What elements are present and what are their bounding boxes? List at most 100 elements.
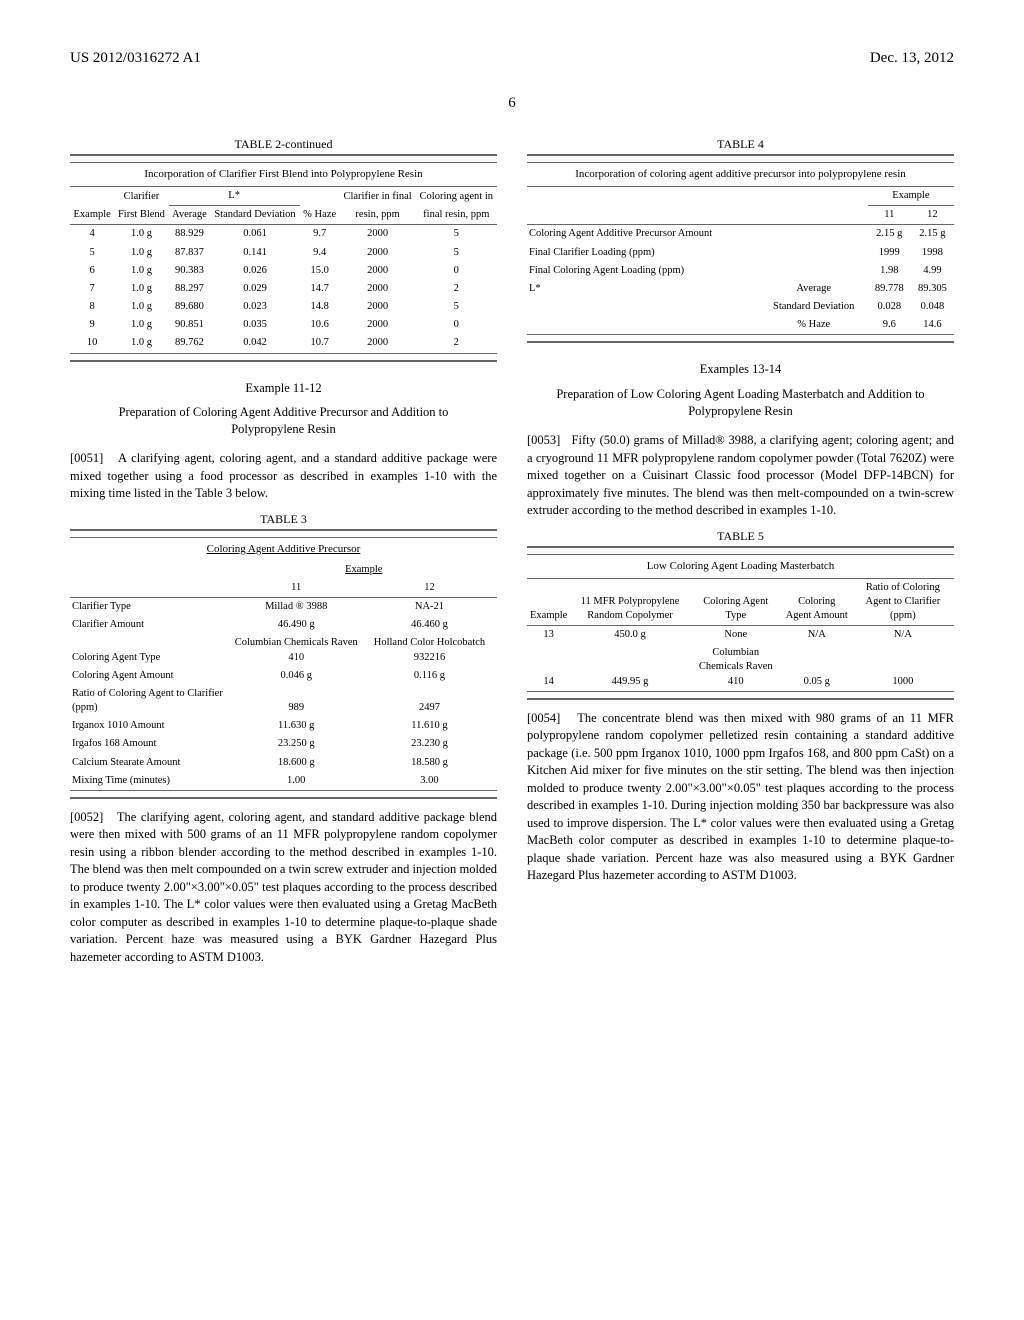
table-cell: 450.0 g [570, 626, 689, 645]
t3-h-example: Example [231, 561, 497, 579]
pnum-0054: [0054] [527, 711, 560, 725]
table-cell: 9 [70, 316, 114, 334]
ptxt-0051: A clarifying agent, coloring agent, and … [70, 451, 497, 500]
ptxt-0053: Fifty (50.0) grams of Millad® 3988, a cl… [527, 433, 954, 517]
t4-h-11: 11 [868, 206, 911, 225]
table-cell: 14.8 [300, 298, 340, 316]
page-header: US 2012/0316272 A1 Dec. 13, 2012 [70, 50, 954, 67]
table-cell: 9.4 [300, 244, 340, 262]
table-row: 13450.0 gNoneN/AN/A [527, 626, 954, 645]
ex13-14-title: Examples 13-14 [527, 361, 954, 378]
table-cell: Clarifier Amount [70, 616, 231, 634]
para-0053: [0053] Fifty (50.0) grams of Millad® 398… [527, 432, 954, 520]
doc-date: Dec. 13, 2012 [870, 50, 954, 67]
table-cell: 5 [416, 298, 497, 316]
table-cell: NA-21 [362, 598, 497, 617]
table-cell: 9.6 [868, 316, 911, 334]
table-row: Calcium Stearate Amount18.600 g18.580 g [70, 754, 497, 772]
table-cell: 23.230 g [362, 735, 497, 753]
table3-subtitle: Coloring Agent Additive Precursor [70, 538, 497, 561]
ex11-12-subtitle: Preparation of Coloring Agent Additive P… [90, 404, 477, 438]
ptxt-0054: The concentrate blend was then mixed wit… [527, 711, 954, 883]
table-row: Coloring Agent TypeColumbian Chemicals R… [70, 634, 497, 666]
table-cell: 1.0 g [114, 280, 168, 298]
ptxt-0052: The clarifying agent, coloring agent, an… [70, 810, 497, 964]
table-row: 71.0 g88.2970.02914.720002 [70, 280, 497, 298]
t3-h-11: 11 [231, 579, 362, 598]
table-cell: 15.0 [300, 262, 340, 280]
table-cell: Coloring Agent Type [70, 634, 231, 666]
table-row: 81.0 g89.6800.02314.820005 [70, 298, 497, 316]
table-cell: 0.042 [210, 334, 299, 352]
table-cell: 1.0 g [114, 316, 168, 334]
t2-h-example: Example [70, 206, 114, 225]
table-row: % Haze9.614.6 [527, 316, 954, 334]
table-cell: 3.00 [362, 772, 497, 790]
table-cell [760, 225, 868, 244]
table-cell: 2000 [340, 298, 416, 316]
table-cell: Clarifier Type [70, 598, 231, 617]
table-cell: Columbian Chemicals Raven 410 [690, 644, 782, 691]
table-cell: 1999 [868, 244, 911, 262]
page-number: 6 [70, 95, 954, 112]
table-cell: 10.7 [300, 334, 340, 352]
table2-caption: TABLE 2-continued [70, 136, 497, 152]
table5-caption: TABLE 5 [527, 528, 954, 544]
table-cell: 1.0 g [114, 244, 168, 262]
table-row: Irganox 1010 Amount11.630 g11.610 g [70, 717, 497, 735]
table-cell: 13 [527, 626, 570, 645]
table-cell: L* [527, 280, 760, 298]
para-0052: [0052] The clarifying agent, coloring ag… [70, 809, 497, 967]
table-cell: 89.680 [169, 298, 211, 316]
table-cell: Standard Deviation [760, 298, 868, 316]
para-0051: [0051] A clarifying agent, coloring agen… [70, 450, 497, 503]
table-cell: 1.0 g [114, 262, 168, 280]
table-cell: 5 [70, 244, 114, 262]
table-cell: 10 [70, 334, 114, 352]
doc-id: US 2012/0316272 A1 [70, 50, 201, 67]
table-row: 14449.95 gColumbian Chemicals Raven 4100… [527, 644, 954, 691]
t5-h-pp: 11 MFR Polypropylene Random Copolymer [570, 579, 689, 626]
table-cell: 4.99 [911, 262, 954, 280]
ex11-12-title: Example 11-12 [70, 380, 497, 397]
table-cell: 10.6 [300, 316, 340, 334]
table-cell: 2000 [340, 225, 416, 244]
t5-h-ex: Example [527, 579, 570, 626]
table-cell: 0.046 g [231, 667, 362, 685]
table-cell: 5 [416, 225, 497, 244]
table-cell: 1.0 g [114, 298, 168, 316]
table-row: Coloring Agent Amount0.046 g0.116 g [70, 667, 497, 685]
table-row: Mixing Time (minutes)1.003.00 [70, 772, 497, 790]
table-cell: 87.837 [169, 244, 211, 262]
table-cell: 0.026 [210, 262, 299, 280]
table4: Example 1112 Coloring Agent Additive Pre… [527, 187, 954, 334]
table-row: 101.0 g89.7620.04210.720002 [70, 334, 497, 352]
table-cell: % Haze [760, 316, 868, 334]
table-cell: 23.250 g [231, 735, 362, 753]
table-cell: 2000 [340, 244, 416, 262]
table-cell: 0.061 [210, 225, 299, 244]
table-cell: Holland Color Holcobatch 932216 [362, 634, 497, 666]
t2-h-clarfinal: Clarifier in final [340, 187, 416, 206]
table-row: Ratio of Coloring Agent to Clarifier (pp… [70, 685, 497, 717]
table-cell: 2 [416, 334, 497, 352]
t2-h-firstblend: First Blend [114, 206, 168, 225]
left-column: TABLE 2-continued Incorporation of Clari… [70, 132, 497, 974]
t3-h-12: 12 [362, 579, 497, 598]
table-cell: 89.762 [169, 334, 211, 352]
table-cell: Coloring Agent Amount [70, 667, 231, 685]
table-cell: 18.580 g [362, 754, 497, 772]
t2-h-colorfinal: Coloring agent in [416, 187, 497, 206]
table-cell: 11.630 g [231, 717, 362, 735]
table-cell: 4 [70, 225, 114, 244]
table-cell: Irganox 1010 Amount [70, 717, 231, 735]
table5: Example 11 MFR Polypropylene Random Copo… [527, 579, 954, 691]
t5-h-amt: Coloring Agent Amount [782, 579, 852, 626]
table2: Clarifier L* Clarifier in final Coloring… [70, 187, 497, 353]
right-column: TABLE 4 Incorporation of coloring agent … [527, 132, 954, 974]
t5-h-type: Coloring Agent Type [690, 579, 782, 626]
table-cell: 2497 [362, 685, 497, 717]
table-cell: 0.028 [868, 298, 911, 316]
t2-h-lstar: L* [169, 187, 300, 206]
table-cell: Millad ® 3988 [231, 598, 362, 617]
